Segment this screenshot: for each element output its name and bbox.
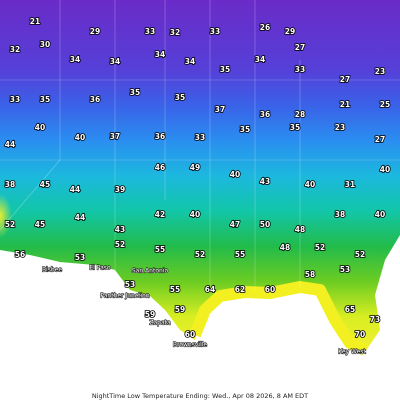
temperature-label: 29 [285,27,295,36]
temperature-label: 46 [155,163,165,172]
temperature-label: 36 [90,95,100,104]
temperature-label: 32 [170,28,180,37]
temperature-label: 32 [10,45,20,54]
temperature-label: 23 [375,67,385,76]
map-title: NightTime Low Temperature Ending: Wed., … [92,392,308,400]
temperature-label: 44 [70,185,80,194]
temperature-label: 44 [5,140,15,149]
temperature-label: 65 [345,305,355,314]
temperature-label: 39 [115,185,125,194]
temperature-label: 33 [295,65,305,74]
temperature-label: 23 [335,123,345,132]
temperature-label: 55 [235,250,245,259]
temperature-label: 52 [5,220,15,229]
temperature-label: 36 [155,132,165,141]
temperature-label: 30 [40,40,50,49]
city-label: San Antonio [132,268,169,275]
temperature-label: 60 [265,285,275,294]
state-lines [0,0,400,290]
temperature-label: 37 [215,105,225,114]
temperature-label: 49 [190,163,200,172]
temperature-label: 43 [260,177,270,186]
temperature-label: 35 [290,123,300,132]
temperature-label: 43 [115,225,125,234]
temperature-label: 34 [70,55,80,64]
temperature-label: 40 [75,133,85,142]
temperature-label: 34 [110,57,120,66]
temperature-label: 27 [340,75,350,84]
land [0,0,400,352]
temperature-label: 37 [110,132,120,141]
temperature-label: 70 [355,330,365,339]
temperature-label: 35 [130,88,140,97]
temperature-label: 40 [380,165,390,174]
temperature-label: 21 [30,17,40,26]
city-label: Key West [338,349,366,356]
temperature-label: 64 [205,285,215,294]
temperature-label: 52 [195,250,205,259]
temperature-label: 73 [370,315,380,324]
temperature-label: 38 [335,210,345,219]
city-label: Panther Junction [100,293,149,300]
temperature-label: 53 [340,265,350,274]
temperature-label: 34 [185,57,195,66]
city-label: El Paso [89,265,111,272]
temperature-label: 45 [40,180,50,189]
temperature-label: 52 [355,250,365,259]
temperature-label: 40 [35,123,45,132]
temperature-label: 52 [315,243,325,252]
temperature-label: 28 [295,110,305,119]
city-label: Bisbee [42,267,62,274]
temperature-label: 40 [305,180,315,189]
temperature-label: 36 [260,110,270,119]
temperature-label: 25 [380,100,390,109]
temperature-label: 47 [230,220,240,229]
gulf-coast [189,281,368,356]
temperature-label: 21 [340,100,350,109]
temperature-label: 42 [155,210,165,219]
temperature-label: 27 [295,43,305,52]
temperature-label: 55 [155,245,165,254]
city-label: Brownsville [173,342,208,349]
temperature-label: 35 [40,95,50,104]
temperature-label: 31 [345,180,355,189]
temperature-label: 33 [195,133,205,142]
temperature-label: 40 [230,170,240,179]
temperature-label: 52 [115,240,125,249]
temperature-label: 58 [305,270,315,279]
temperature-label: 33 [145,27,155,36]
temperature-label: 44 [75,213,85,222]
temperature-label: 40 [190,210,200,219]
west-warm [0,150,60,260]
temperature-label: 48 [280,243,290,252]
temperature-label: 33 [210,27,220,36]
temperature-label: 53 [75,253,85,262]
temperature-label: 38 [5,180,15,189]
temperature-label: 45 [35,220,45,229]
temperature-label: 60 [185,330,195,339]
temperature-label: 59 [145,310,155,319]
temperature-label: 62 [235,285,245,294]
temperature-label: 55 [170,285,180,294]
temperature-label: 50 [260,220,270,229]
temperature-label: 34 [155,50,165,59]
temperature-label: 26 [260,23,270,32]
temperature-label: 48 [295,225,305,234]
temperature-label: 29 [90,27,100,36]
temperature-label: 34 [255,55,265,64]
temperature-label: 35 [240,125,250,134]
temperature-label: 56 [15,250,25,259]
temperature-label: 59 [175,305,185,314]
temperature-label: 53 [125,280,135,289]
city-label: Zapata [149,320,171,327]
temperature-label: 40 [375,210,385,219]
temperature-label: 27 [375,135,385,144]
temperature-label: 33 [10,95,20,104]
temperature-label: 35 [175,93,185,102]
temperature-label: 35 [220,65,230,74]
